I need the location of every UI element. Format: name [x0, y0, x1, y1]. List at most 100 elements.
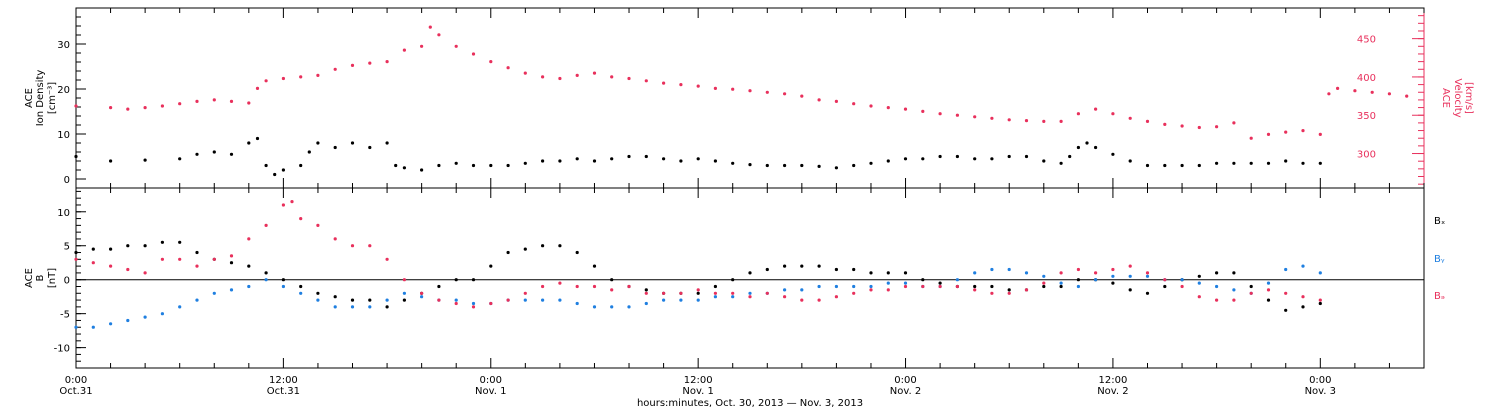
density-point	[402, 166, 406, 170]
density-point	[662, 157, 666, 161]
velocity-point	[195, 99, 199, 103]
bx-point	[1007, 288, 1011, 292]
by-point	[817, 284, 821, 289]
bottom-ylabel-line2: B	[35, 274, 46, 281]
density-point	[990, 157, 994, 161]
bx-point	[402, 298, 406, 302]
bx-point	[506, 250, 510, 255]
density-point	[783, 163, 787, 168]
density-point	[299, 163, 303, 168]
by-point	[454, 298, 458, 302]
bz-point	[454, 301, 458, 306]
velocity-point	[1007, 118, 1011, 122]
bz-point	[748, 295, 752, 299]
velocity-point	[1370, 90, 1374, 94]
velocity-point	[679, 83, 683, 87]
velocity-point	[281, 76, 285, 81]
bx-point	[91, 247, 95, 251]
velocity-point	[471, 52, 476, 56]
x-tick-time: 0:00	[894, 375, 916, 386]
bx-point	[489, 264, 493, 268]
by-point	[109, 322, 113, 326]
velocity-point	[523, 71, 527, 75]
bz-point	[1249, 291, 1253, 295]
by-point	[212, 291, 216, 295]
velocity-point	[178, 102, 182, 106]
by-point	[713, 295, 718, 299]
density-point	[74, 154, 78, 159]
velocity-point	[333, 67, 337, 71]
by-point	[195, 298, 199, 302]
bz-point	[627, 284, 631, 289]
bz-point	[990, 291, 994, 295]
legend-bx: Bₓ	[1434, 216, 1445, 227]
bz-point	[126, 267, 130, 272]
velocity-point	[1387, 92, 1391, 96]
x-tick-time: 12:00	[684, 375, 713, 386]
density-point	[852, 163, 856, 168]
by-point	[1094, 278, 1098, 282]
x-tick-date: Oct.31	[267, 386, 300, 397]
density-point	[575, 157, 579, 161]
bx-point	[1111, 281, 1115, 285]
bz-point	[264, 223, 268, 227]
velocity-point	[1249, 136, 1253, 140]
bz-point	[1042, 281, 1046, 285]
velocity-point	[1059, 119, 1063, 123]
by-point	[955, 278, 960, 282]
density-point	[143, 158, 147, 162]
by-point	[368, 305, 372, 309]
density-point	[1318, 161, 1322, 165]
by-point	[1215, 284, 1219, 289]
by-point	[1059, 281, 1063, 285]
density-point	[307, 150, 311, 154]
top-right-ylabel-line2: Velocity	[1452, 78, 1463, 117]
x-tick-date: Nov. 2	[1097, 386, 1128, 397]
bz-point	[1094, 271, 1098, 275]
by-point	[541, 298, 545, 302]
density-point	[610, 157, 614, 161]
density-point	[178, 157, 182, 161]
bz-point	[1128, 264, 1132, 268]
top-left-tick-label: 30	[57, 40, 70, 51]
by-point	[1180, 278, 1184, 282]
density-point	[394, 163, 398, 168]
bx-point	[1284, 308, 1288, 312]
by-point	[869, 284, 873, 289]
velocity-point	[852, 102, 856, 106]
density-point	[817, 164, 821, 168]
density-point	[1076, 145, 1080, 150]
bz-point	[1007, 291, 1011, 295]
bx-point	[869, 271, 873, 275]
bz-point	[316, 223, 320, 227]
bz-point	[1024, 288, 1029, 292]
bz-point	[575, 284, 579, 289]
by-point	[1318, 271, 1322, 275]
top-right-ylabel-line3: [km/s]	[1463, 82, 1474, 114]
density-point	[558, 159, 562, 163]
density-point	[368, 145, 372, 150]
top-right-tick-label: 450	[1357, 35, 1376, 46]
by-point	[679, 298, 683, 302]
bz-point	[817, 298, 821, 302]
velocity-point	[1163, 122, 1167, 126]
bx-point	[558, 244, 562, 248]
velocity-point	[973, 115, 977, 119]
density-point	[834, 166, 839, 170]
top-right-tick-label: 350	[1357, 111, 1376, 122]
bz-point	[1318, 298, 1322, 302]
bx-point	[765, 267, 769, 272]
velocity-point	[696, 84, 700, 88]
bx-point	[541, 244, 545, 248]
x-tick-date: Oct.31	[59, 386, 92, 397]
velocity-point	[1111, 112, 1115, 116]
bz-point	[731, 291, 735, 295]
density-point	[973, 157, 977, 161]
x-tick-date: Nov. 1	[475, 386, 506, 397]
density-point	[1284, 159, 1288, 163]
bx-point	[834, 267, 839, 272]
density-point	[1094, 145, 1098, 150]
bz-point	[178, 257, 182, 261]
velocity-point	[229, 99, 234, 103]
bx-point	[817, 264, 821, 268]
